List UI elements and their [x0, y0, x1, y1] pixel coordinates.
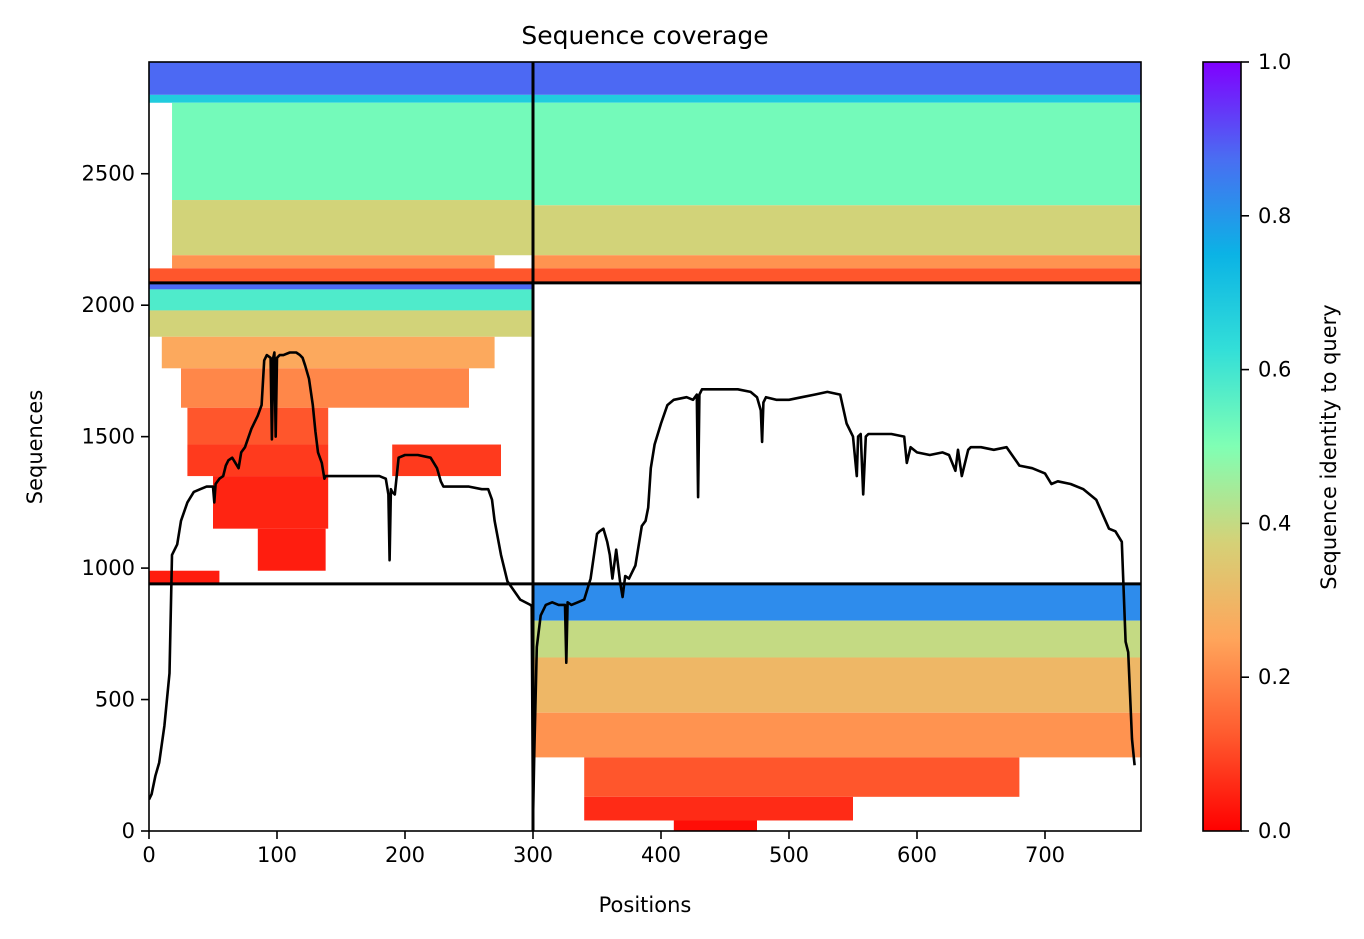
heat-band-chain2 — [533, 62, 1141, 95]
coverage-line-group — [149, 351, 1136, 822]
y-tick-label: 0 — [122, 819, 135, 843]
x-axis-label: Positions — [599, 893, 692, 917]
y-tick-label: 2500 — [82, 162, 135, 186]
colorbar-tick-label: 0.8 — [1258, 204, 1291, 228]
x-tick-label: 100 — [257, 843, 297, 867]
y-axis-label: Sequences — [23, 390, 47, 505]
heat-band-chain1 — [149, 268, 533, 283]
colorbar-label: Sequence identity to query — [1317, 304, 1341, 589]
colorbar-tick-label: 0.4 — [1258, 511, 1291, 535]
x-tick-label: 0 — [142, 843, 155, 867]
colorbar-tick-label: 0.6 — [1258, 358, 1291, 382]
x-tick-label: 400 — [641, 843, 681, 867]
heat-band-chain2-only — [584, 757, 1020, 797]
plot-frame — [148, 61, 1142, 832]
x-tick-label: 500 — [769, 843, 809, 867]
y-tick-label: 1000 — [82, 556, 135, 580]
colorbar-tick-label: 0.2 — [1258, 665, 1291, 689]
x-tick-label: 300 — [513, 843, 553, 867]
heat-band-chain2-only — [533, 657, 1141, 713]
x-tick-label: 600 — [897, 843, 937, 867]
y-tick-label: 2000 — [82, 293, 135, 317]
heat-band-chain2-only — [533, 583, 1141, 621]
plot-area — [148, 61, 1142, 832]
heat-band-chain1 — [172, 200, 534, 256]
heat-band-chain1-only — [181, 368, 469, 408]
heat-band-chain2-only — [533, 620, 1141, 658]
heat-band-chain1 — [172, 102, 534, 201]
heat-band-chain2 — [533, 102, 1141, 206]
heat-band-chain1-only — [257, 528, 326, 571]
heat-band-chain1-only — [187, 444, 329, 477]
heat-band-chain2 — [533, 255, 1141, 269]
x-tick-label: 200 — [385, 843, 425, 867]
heat-band-chain1-only — [161, 336, 495, 369]
heat-band-chain2-only — [584, 796, 853, 821]
y-tick-label: 1500 — [82, 425, 135, 449]
heat-band-chain1-only — [213, 476, 329, 529]
heat-band-chain1-only — [149, 310, 533, 337]
colorbar-gradient — [1202, 61, 1242, 832]
heat-band-chain1-only — [149, 282, 533, 290]
colorbar: 0.0 0.2 0.4 0.6 0.8 1.0 Sequence identity to … — [1202, 50, 1341, 843]
colorbar-tick-label: 1.0 — [1258, 50, 1291, 74]
heat-band-chain2 — [533, 268, 1141, 283]
x-axis: 0 100 200 300 400 500 600 700 — [142, 831, 1065, 867]
y-tick-label: 500 — [95, 688, 135, 712]
coverage-line — [149, 351, 1136, 822]
colorbar-ticks: 0.0 0.2 0.4 0.6 0.8 1.0 — [1241, 50, 1291, 843]
heat-band-chain1 — [149, 62, 533, 95]
heat-band-chain1 — [172, 255, 495, 269]
heat-band-chain2-only — [533, 712, 1141, 758]
heat-band-chain2 — [533, 94, 1141, 103]
heat-band-chain1-only — [149, 570, 220, 583]
heat-band-chain1-only — [149, 289, 533, 311]
heat-band-chain2 — [533, 205, 1141, 256]
coverage-heatmap — [149, 62, 1141, 831]
x-tick-label: 700 — [1025, 843, 1065, 867]
y-axis: 0 500 1000 1500 2000 2500 — [82, 162, 149, 843]
heat-band-chain2-only — [673, 820, 757, 831]
chart-title: Sequence coverage — [521, 21, 768, 50]
heat-band-chain1-only — [392, 444, 501, 477]
colorbar-tick-label: 0.0 — [1258, 819, 1291, 843]
heat-band-chain1 — [149, 94, 533, 103]
